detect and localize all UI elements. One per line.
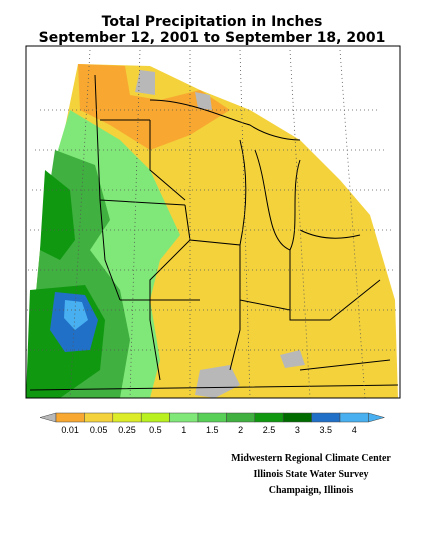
legend-swatch — [254, 412, 284, 423]
title-line: September 12, 2001 to September 18, 2001 — [39, 30, 386, 46]
legend-label: 1.5 — [206, 425, 219, 435]
legend-label: 0.5 — [149, 425, 162, 435]
legend-label: 4 — [352, 425, 357, 435]
title-line: Total Precipitation in Inches — [102, 14, 323, 30]
legend-label: 0.05 — [90, 425, 108, 435]
grid-line — [26, 49, 398, 399]
credit-line: Illinois State Water Survey — [254, 469, 369, 480]
legend-swatch — [55, 412, 85, 423]
lake-shore — [149, 99, 361, 251]
legend-label: 0.25 — [118, 425, 136, 435]
region-gray — [135, 70, 305, 398]
legend-arrow-high — [368, 412, 386, 423]
map — [25, 45, 401, 399]
legend-swatch — [197, 412, 227, 423]
region-orange — [78, 64, 230, 150]
map-frame — [25, 45, 401, 399]
legend-swatch — [226, 412, 256, 423]
legend-swatch — [169, 412, 199, 423]
legend-label: 3 — [295, 425, 300, 435]
legend-label: 1 — [181, 425, 186, 435]
legend-label: 2.5 — [263, 425, 276, 435]
legend-swatch — [339, 412, 369, 423]
credit-line: Midwestern Regional Climate Center — [231, 453, 391, 464]
legend-swatch — [112, 412, 142, 423]
legend-label: 3.5 — [320, 425, 333, 435]
outside-area — [150, 46, 400, 215]
legend-swatch — [140, 412, 170, 423]
legend: 0.01 0.05 0.25 0.5 1 1.5 2 2.5 3 3.5 4 — [39, 412, 386, 435]
legend-label: 2 — [238, 425, 243, 435]
credit-line: Champaign, Illinois — [269, 485, 354, 496]
legend-label: 0.01 — [61, 425, 79, 435]
legend-swatch — [282, 412, 312, 423]
legend-swatch — [84, 412, 114, 423]
legend-arrow-low — [39, 412, 57, 423]
legend-swatch — [311, 412, 341, 423]
region-lightblue — [64, 300, 88, 330]
